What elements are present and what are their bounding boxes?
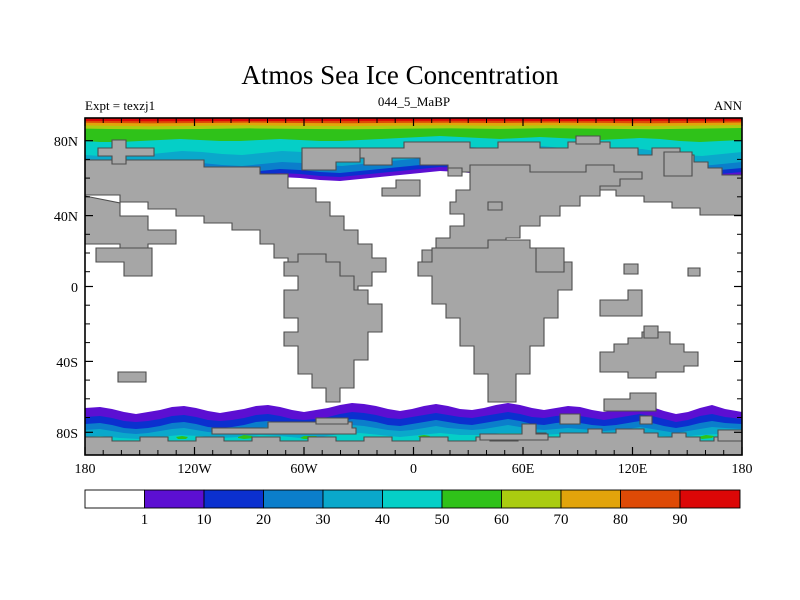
land-south-america <box>283 253 383 403</box>
land-arctic-island-d <box>117 371 147 383</box>
y-ticklabel-2: 0 <box>71 281 78 296</box>
y-axis <box>85 140 742 433</box>
colorbar-label-9: 90 <box>673 512 688 528</box>
colorbar-label-8: 80 <box>613 512 628 528</box>
y-ticklabel-3: 40S <box>56 356 78 371</box>
colorbar-segment-1 <box>144 489 205 509</box>
colorbar-segment-4 <box>322 489 383 509</box>
land-australia <box>599 331 699 379</box>
colorbar-segment-7 <box>501 489 562 509</box>
x-ticklabel-4: 60E <box>512 462 535 477</box>
land-island-a <box>535 247 565 273</box>
y-ticklabel-0: 80N <box>54 135 78 150</box>
land-antarctica <box>85 428 742 455</box>
subtitle-label: 044_5_MaBP <box>378 94 450 109</box>
y-axis-ticklabels: 80N 40N 0 40S 80S <box>54 135 78 442</box>
colorbar-segment-6 <box>441 489 502 509</box>
land-arctic-island-c <box>663 151 693 177</box>
y-ticklabel-1: 40N <box>54 210 78 225</box>
landmasses <box>85 135 742 455</box>
colorbar-label-7: 70 <box>554 512 569 528</box>
land-arctic-island-h <box>639 415 653 425</box>
land-island-d <box>487 201 503 211</box>
colorbar-label-5: 50 <box>435 512 450 528</box>
colorbar-ticklabels: 1 10 20 30 40 50 60 70 80 90 <box>141 512 688 528</box>
land-antarctic-block-a <box>211 421 357 435</box>
land-india <box>599 289 643 317</box>
land-australia-tail <box>643 325 659 339</box>
colorbar-label-0: 1 <box>141 512 149 528</box>
colorbar-segment-5 <box>382 489 443 509</box>
colorbar-segments <box>84 489 741 509</box>
season-label: ANN <box>714 98 743 113</box>
land-antarctic-block-c <box>603 392 657 412</box>
y-ticklabel-4: 80S <box>56 427 78 442</box>
x-axis <box>84 118 743 455</box>
colorbar: 1 10 20 30 40 50 60 70 80 90 <box>84 489 741 528</box>
colorbar-segment-0 <box>84 489 145 509</box>
land-antarctic-block-b <box>479 423 549 441</box>
x-ticklabel-6: 180 <box>732 462 753 477</box>
experiment-label: Expt = texzj1 <box>85 98 155 113</box>
land-antarctic-block-e <box>315 417 349 425</box>
land-island-c <box>447 167 463 177</box>
colorbar-label-2: 20 <box>256 512 271 528</box>
land-antarctic-block-d <box>717 429 742 442</box>
land-greenland <box>301 147 361 171</box>
colorbar-segment-2 <box>203 489 264 509</box>
land-arctic-island-b <box>575 135 601 145</box>
land-laurentia-west <box>85 195 177 259</box>
land-laurentia-sw <box>95 247 153 277</box>
colorbar-label-4: 40 <box>375 512 390 528</box>
colorbar-label-6: 60 <box>494 512 509 528</box>
colorbar-segment-8 <box>560 489 621 509</box>
page-title: Atmos Sea Ice Concentration <box>241 60 559 90</box>
colorbar-segment-3 <box>263 489 324 509</box>
land-island-b <box>623 263 639 275</box>
land-arctic-island-f <box>381 179 421 197</box>
x-ticklabel-1: 120W <box>177 462 212 477</box>
x-ticklabel-2: 60W <box>290 462 318 477</box>
x-ticklabel-0: 180 <box>75 462 96 477</box>
map-panel: 80N 40N 0 40S 80S <box>54 117 753 477</box>
colorbar-segment-9 <box>620 489 681 509</box>
colorbar-segment-10 <box>679 489 741 509</box>
colorbar-label-1: 10 <box>197 512 212 528</box>
x-ticklabel-3: 0 <box>410 462 417 477</box>
land-arctic-island-e <box>687 267 701 277</box>
land-arctic-island-g <box>559 413 581 425</box>
land-arctic-island-a <box>97 139 155 165</box>
colorbar-label-3: 30 <box>316 512 331 528</box>
x-ticklabel-5: 120E <box>618 462 648 477</box>
x-axis-ticklabels: 180 120W 60W 0 60E 120E 180 <box>75 462 753 477</box>
